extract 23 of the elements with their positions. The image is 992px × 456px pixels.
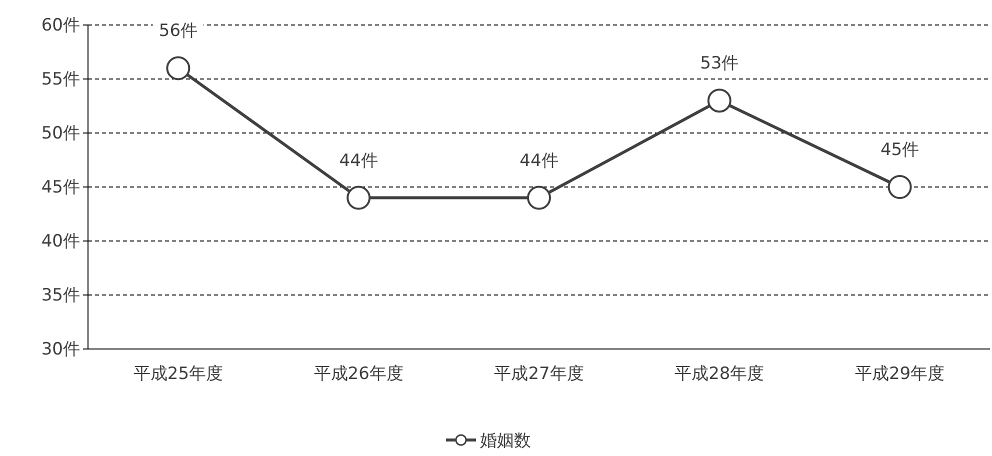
y-tick-label: 45件 xyxy=(41,177,80,198)
legend-label: 婚姻数 xyxy=(480,431,531,451)
y-tick-label: 30件 xyxy=(41,339,80,360)
point xyxy=(346,186,371,210)
data-label: 56件 xyxy=(158,21,198,42)
y-tick-label: 35件 xyxy=(41,285,80,306)
x-tick-label: 平成26年度 xyxy=(314,364,404,384)
y-tick-label: 55件 xyxy=(41,69,80,90)
y-tick-label: 40件 xyxy=(41,231,80,252)
y-tick-label: 50件 xyxy=(41,123,80,144)
data-label: 44件 xyxy=(339,150,378,171)
data-label: 44件 xyxy=(520,150,558,171)
x-tick-label: 平成28年度 xyxy=(674,364,764,384)
y-tick-label: 60件 xyxy=(41,15,80,36)
point xyxy=(707,88,732,113)
x-tick-label: 平成27年度 xyxy=(494,364,584,384)
data-label: 45件 xyxy=(880,140,920,160)
x-tick-label: 平成29年度 xyxy=(854,364,945,384)
x-tick-label: 平成25年度 xyxy=(133,364,224,384)
data-label: 53件 xyxy=(700,54,739,74)
point xyxy=(166,56,190,80)
point xyxy=(527,186,551,210)
point xyxy=(888,175,912,199)
